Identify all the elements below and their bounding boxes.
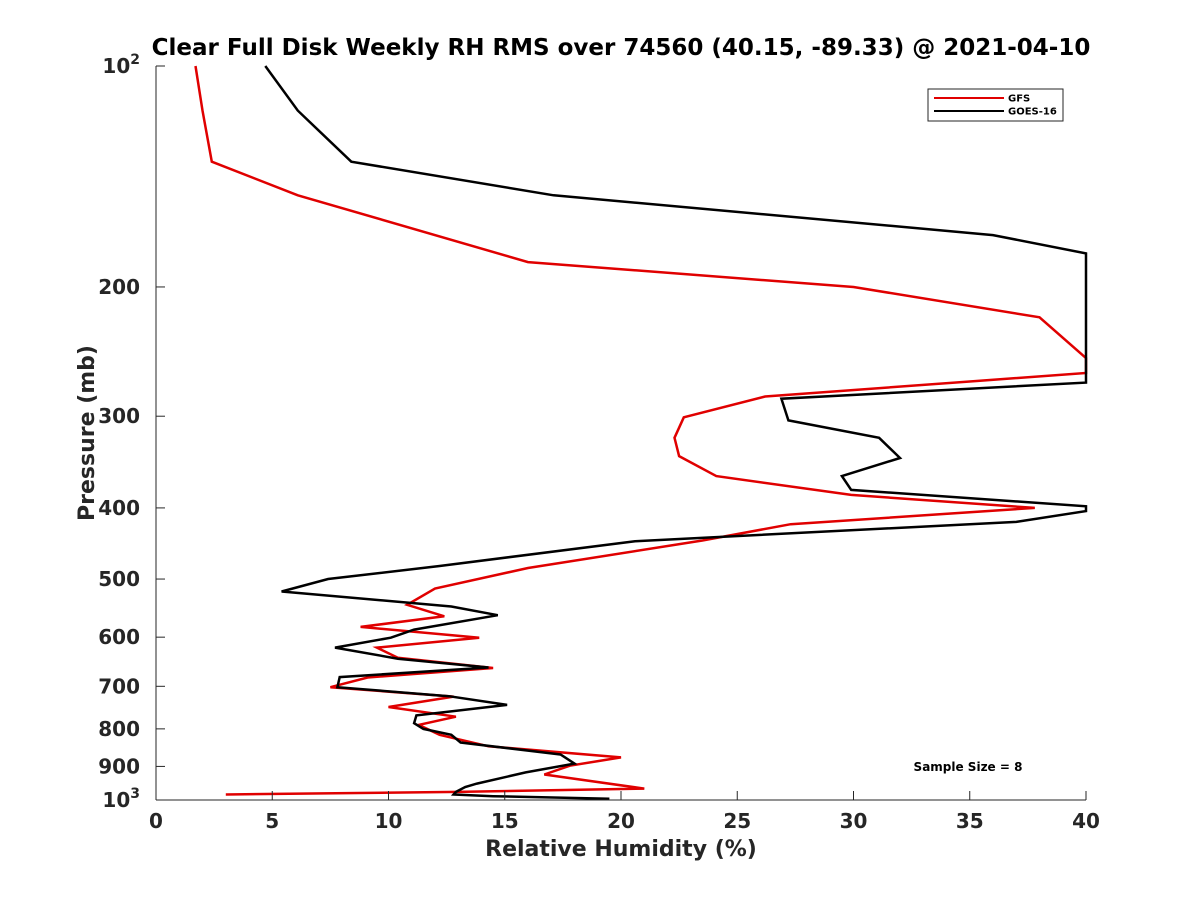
- x-tick-label: 0: [149, 809, 163, 833]
- x-tick-label: 5: [265, 809, 279, 833]
- x-tick-label: 20: [607, 809, 635, 833]
- y-tick-label: 700: [98, 674, 140, 698]
- plot-area: [156, 66, 1086, 800]
- y-tick-label: 400: [98, 496, 140, 520]
- y-tick-label: 600: [98, 625, 140, 649]
- sample-size-annotation: Sample Size = 8: [914, 760, 1023, 774]
- x-tick-layer: 0 5 10 15 20 25 30 35 40: [149, 791, 1100, 833]
- y-tick-label: 200: [98, 275, 140, 299]
- y-axis-label: Pressure (mb): [75, 345, 100, 521]
- y-tick-layer: 102 200 300 400 500 600 700 800 900 103: [98, 52, 165, 812]
- x-tick-label: 30: [840, 809, 868, 833]
- y-tick-label: 500: [98, 567, 140, 591]
- legend-label-goes16: GOES-16: [1008, 107, 1057, 118]
- x-tick-label: 40: [1072, 809, 1100, 833]
- x-axis-label: Relative Humidity (%): [485, 837, 757, 862]
- legend-label-gfs: GFS: [1008, 94, 1030, 105]
- series-line-goes16: [264, 65, 1088, 800]
- y-tick-label: 300: [98, 404, 140, 428]
- x-tick-label: 15: [491, 809, 519, 833]
- x-tick-label: 25: [723, 809, 751, 833]
- y-tick-label: 103: [102, 786, 140, 812]
- y-tick-label: 900: [98, 754, 140, 778]
- series-layer: [194, 65, 1088, 800]
- y-tick-label: 102: [102, 52, 140, 78]
- x-tick-label: 10: [375, 809, 403, 833]
- legend: GFS GOES-16: [927, 88, 1064, 122]
- y-tick-label: 800: [98, 717, 140, 741]
- x-tick-label: 35: [956, 809, 984, 833]
- legend-box: [927, 88, 1064, 122]
- chart-title: Clear Full Disk Weekly RH RMS over 74560…: [152, 35, 1091, 61]
